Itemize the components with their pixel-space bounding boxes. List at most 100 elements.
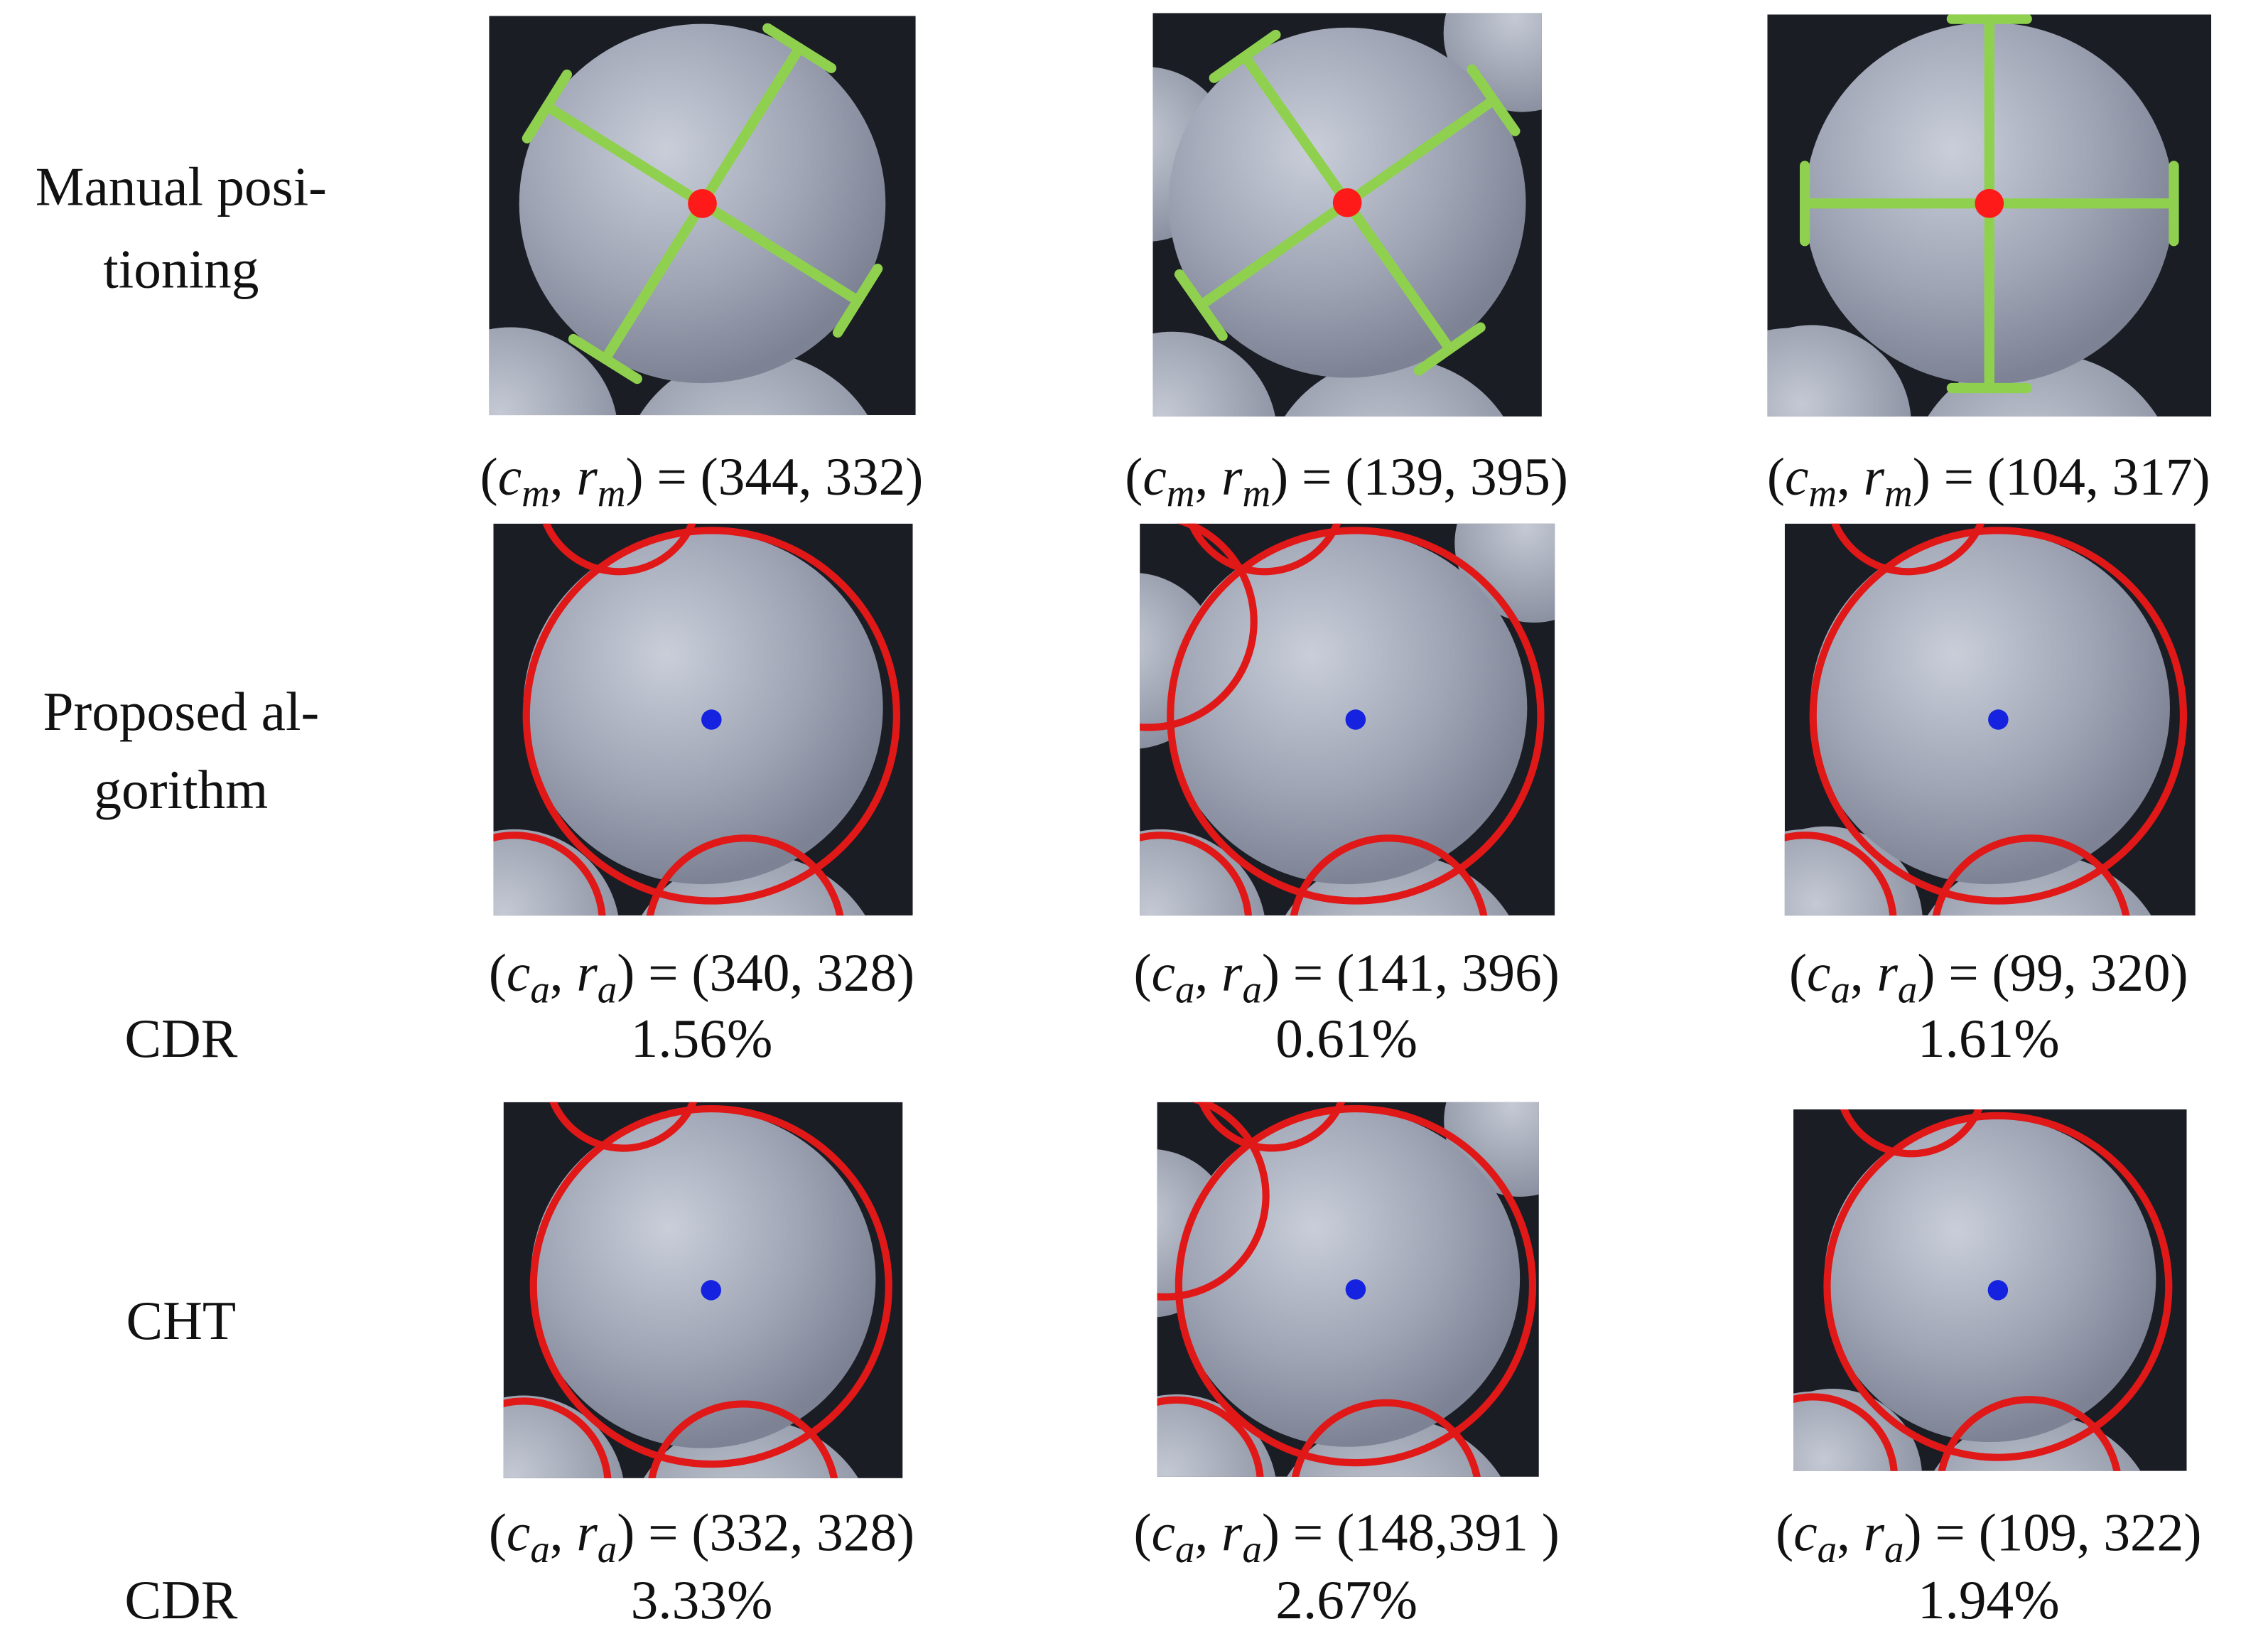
caption-subscript: m [522,471,550,515]
caption-part: ) = (340, 328) [617,944,914,1003]
caption-part: , [550,944,577,1003]
caption: (ca, ra) = (340, 328) [489,944,914,1011]
pebble-main [530,1109,876,1448]
caption-part: c [1793,1504,1817,1563]
measure-cap [1209,29,1281,83]
caption-part: ) = (141, 396) [1262,944,1560,1003]
caption-part: r [1221,1504,1243,1563]
pebble [493,829,619,916]
caption-subscript: m [1884,471,1913,515]
caption: (ca, ra) = (141, 396) [1134,944,1560,1011]
pebble [489,327,617,416]
pebble [1767,325,1911,417]
caption-part: ( [1125,448,1143,507]
caption-part: r [576,944,598,1003]
caption-part: ( [1134,944,1152,1003]
caption-subscript: m [1167,471,1195,515]
caption-part: ( [1134,1504,1152,1563]
caption-part: r [576,1504,598,1563]
caption-part: c [1152,1504,1175,1563]
pebble [1157,1394,1276,1477]
pebble-main [523,531,883,885]
neighbor-circle [646,834,844,916]
detected-circle [1823,1112,2173,1461]
caption: (cm, rm) = (139, 395) [1125,448,1568,515]
caption-subscript: a [530,1527,549,1571]
pebble-main [1824,1117,2156,1443]
pebble-image [1152,13,1542,417]
caption-part: c [1807,944,1830,1003]
pebble [1140,829,1265,916]
cdr-value: 1.61% [1918,1008,2060,1069]
measure-cap [1467,64,1521,136]
caption-part: r [1877,944,1899,1003]
measure-cap [762,23,837,73]
caption-subscript: a [1898,967,1917,1011]
row-label: Proposed al- [43,681,319,742]
caption-part: , [1194,944,1221,1003]
caption-part: , [1194,1504,1221,1563]
caption-part: ) = (104, 317) [1913,448,2210,507]
pebble-image [493,523,913,916]
caption-part: c [1143,448,1166,507]
center-point [1332,188,1362,217]
caption-part: , [550,1504,577,1563]
center-point [1975,188,2004,218]
caption-subscript: m [1242,471,1270,515]
caption-subscript: a [1175,967,1194,1011]
neighbor-circle [503,1397,612,1478]
pebble-image [1140,523,1555,916]
center-point [701,709,722,730]
center-point [1987,1280,2009,1301]
pebble-main [1176,1109,1521,1447]
center-point [1345,709,1366,730]
cdr-value: 1.94% [1918,1569,2060,1630]
caption-part: ( [489,944,507,1003]
caption-part: c [498,448,522,507]
measure-cap [1174,269,1228,341]
caption-part: r [1864,448,1885,507]
neighbor-circle [1840,1109,1983,1158]
row-label: CHT [126,1290,237,1351]
pebble-image [1793,1109,2187,1471]
pebble-main [1810,531,2170,885]
center-point [701,1280,722,1301]
neighbor-circle [549,1102,698,1152]
caption-part: c [1785,448,1808,507]
metric-label: CDR [124,1008,237,1069]
pebble-image [489,16,916,416]
caption-part: , [1837,448,1864,507]
caption: (ca, ra) = (148,391 ) [1134,1504,1560,1571]
caption-subscript: m [1808,471,1837,515]
caption-part: c [507,1504,530,1563]
caption-part: r [1864,1504,1885,1563]
measure-cap [832,264,883,338]
neighbor-circle [1290,834,1488,916]
neighbor-circle [1198,1102,1346,1152]
measure-cap [1413,322,1486,376]
neighbor-circle [1831,523,1985,576]
cdr-value: 0.61% [1275,1008,1418,1069]
cdr-value: 2.67% [1275,1569,1418,1630]
caption-part: ) = (139, 395) [1270,448,1568,507]
neighbor-circle [648,1400,838,1478]
pebble [503,1395,624,1478]
caption-subscript: a [1242,1527,1261,1571]
caption-part: ) = (99, 320) [1917,944,2188,1003]
neighbor-circle [1938,1396,2121,1471]
caption-subscript: a [1175,1527,1194,1571]
caption: (ca, ra) = (109, 322) [1776,1504,2201,1571]
row-label: tioning [103,238,259,299]
neighbor-circle [1292,1399,1481,1477]
center-point [688,189,717,218]
row-label: Manual posi- [36,156,327,217]
caption-part: , [1194,448,1221,507]
detected-circle [529,1104,892,1468]
neighbor-circle [1932,834,2130,916]
pebble-image [1784,523,2196,916]
center-point [1345,1279,1366,1300]
caption-subscript: a [598,967,617,1011]
detected-circle [522,527,901,905]
neighbor-circle [1793,1393,1898,1471]
